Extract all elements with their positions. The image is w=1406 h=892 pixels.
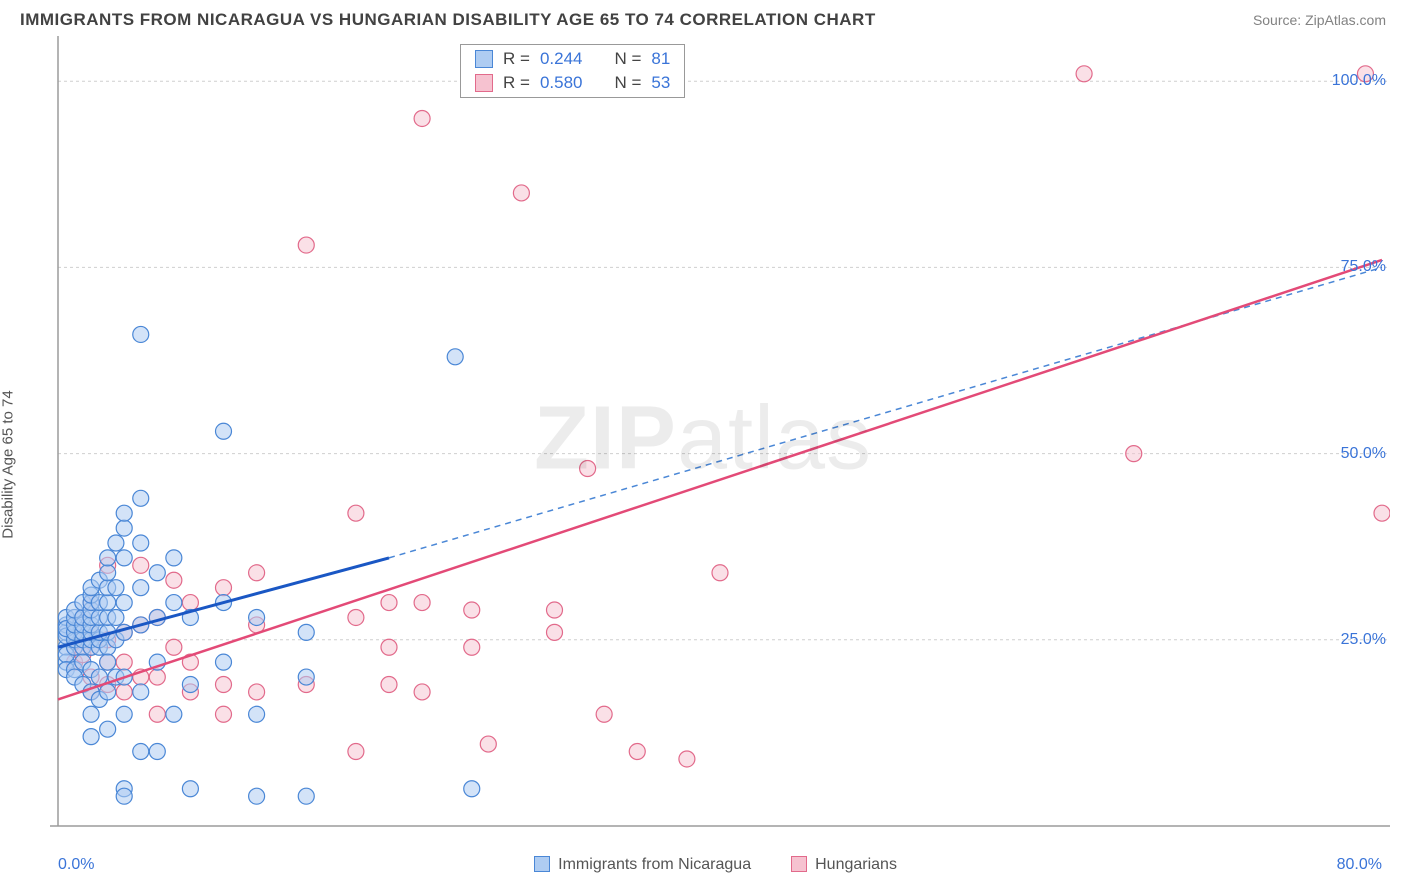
y-tick-label: 25.0% bbox=[1341, 631, 1386, 649]
series1-legend-icon bbox=[534, 856, 550, 872]
series1-swatch-icon bbox=[475, 50, 493, 68]
y-axis-label: Disability Age 65 to 74 bbox=[0, 390, 17, 538]
chart-area: Disability Age 65 to 74 ZIPatlas R = 0.2… bbox=[0, 36, 1406, 876]
series2-legend-icon bbox=[791, 856, 807, 872]
y-tick-label: 50.0% bbox=[1341, 445, 1386, 463]
x-axis-min: 0.0% bbox=[58, 856, 94, 874]
source-label: Source: ZipAtlas.com bbox=[1253, 12, 1386, 28]
legend-series1: Immigrants from Nicaragua bbox=[534, 856, 751, 874]
scatter-plot bbox=[50, 36, 1390, 836]
series2-swatch-icon bbox=[475, 74, 493, 92]
x-axis-max: 80.0% bbox=[1337, 856, 1382, 874]
stats-legend-box: R = 0.244 N = 81 R = 0.580 N = 53 bbox=[460, 44, 685, 98]
stats-row-series1: R = 0.244 N = 81 bbox=[461, 47, 684, 71]
source-link[interactable]: ZipAtlas.com bbox=[1305, 12, 1386, 28]
chart-title: IMMIGRANTS FROM NICARAGUA VS HUNGARIAN D… bbox=[20, 10, 876, 30]
stats-row-series2: R = 0.580 N = 53 bbox=[461, 71, 684, 95]
x-axis-legend: 0.0% Immigrants from Nicaragua Hungarian… bbox=[50, 856, 1390, 874]
y-tick-label: 100.0% bbox=[1332, 72, 1386, 90]
y-tick-label: 75.0% bbox=[1341, 258, 1386, 276]
legend-series2: Hungarians bbox=[791, 856, 897, 874]
